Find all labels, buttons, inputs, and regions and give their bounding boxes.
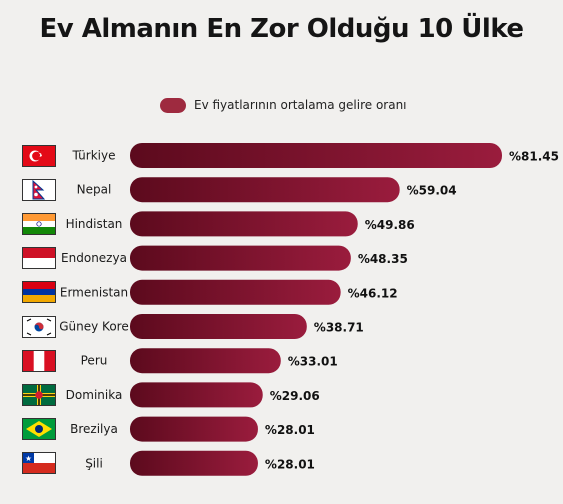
legend-swatch [160, 97, 186, 113]
value-label: %38.71 [314, 321, 364, 335]
category-label: Peru [81, 354, 108, 368]
value-label: %81.45 [509, 150, 559, 164]
india-flag [22, 212, 56, 235]
armenia-flag [22, 281, 56, 304]
bar-0 [130, 143, 502, 168]
turkey-flag [22, 144, 56, 167]
chile-flag [22, 452, 56, 475]
value-label: %48.35 [358, 252, 408, 266]
bar-4 [130, 279, 341, 305]
legend: Ev fiyatlarının ortalama gelire oranı [160, 97, 407, 113]
value-label: %33.01 [288, 355, 338, 369]
bar-1 [130, 177, 400, 203]
category-label: Güney Kore [59, 320, 128, 334]
category-label: Brezilya [70, 422, 118, 436]
value-label: %46.12 [348, 286, 398, 300]
nepal-flag [22, 178, 56, 201]
value-label: %28.01 [265, 457, 315, 471]
value-label: %29.06 [270, 389, 320, 403]
category-label: Nepal [77, 183, 112, 197]
bar-6 [130, 348, 281, 374]
brazil-flag [22, 418, 56, 441]
indonesia-flag [22, 247, 56, 270]
bar-5 [130, 314, 307, 339]
value-label: %28.01 [265, 423, 315, 437]
south-korea-flag [22, 315, 56, 338]
category-label: Dominika [66, 388, 123, 402]
bar-2 [130, 211, 358, 237]
legend-label: Ev fiyatlarının ortalama gelire oranı [194, 98, 407, 112]
dominica-flag [22, 383, 56, 406]
bar-9 [130, 450, 258, 476]
category-label: Ermenistan [60, 285, 128, 299]
peru-flag [22, 349, 56, 372]
chart-title: Ev Almanın En Zor Olduğu 10 Ülke [39, 14, 524, 44]
category-label: Endonezya [61, 251, 127, 265]
category-label: Şili [85, 456, 103, 470]
value-label: %49.86 [365, 218, 415, 232]
category-label: Türkiye [72, 149, 116, 163]
bar-3 [130, 245, 351, 271]
bar-8 [130, 416, 258, 442]
value-label: %59.04 [407, 184, 457, 198]
bar-7 [130, 382, 263, 408]
category-label: Hindistan [66, 217, 123, 231]
